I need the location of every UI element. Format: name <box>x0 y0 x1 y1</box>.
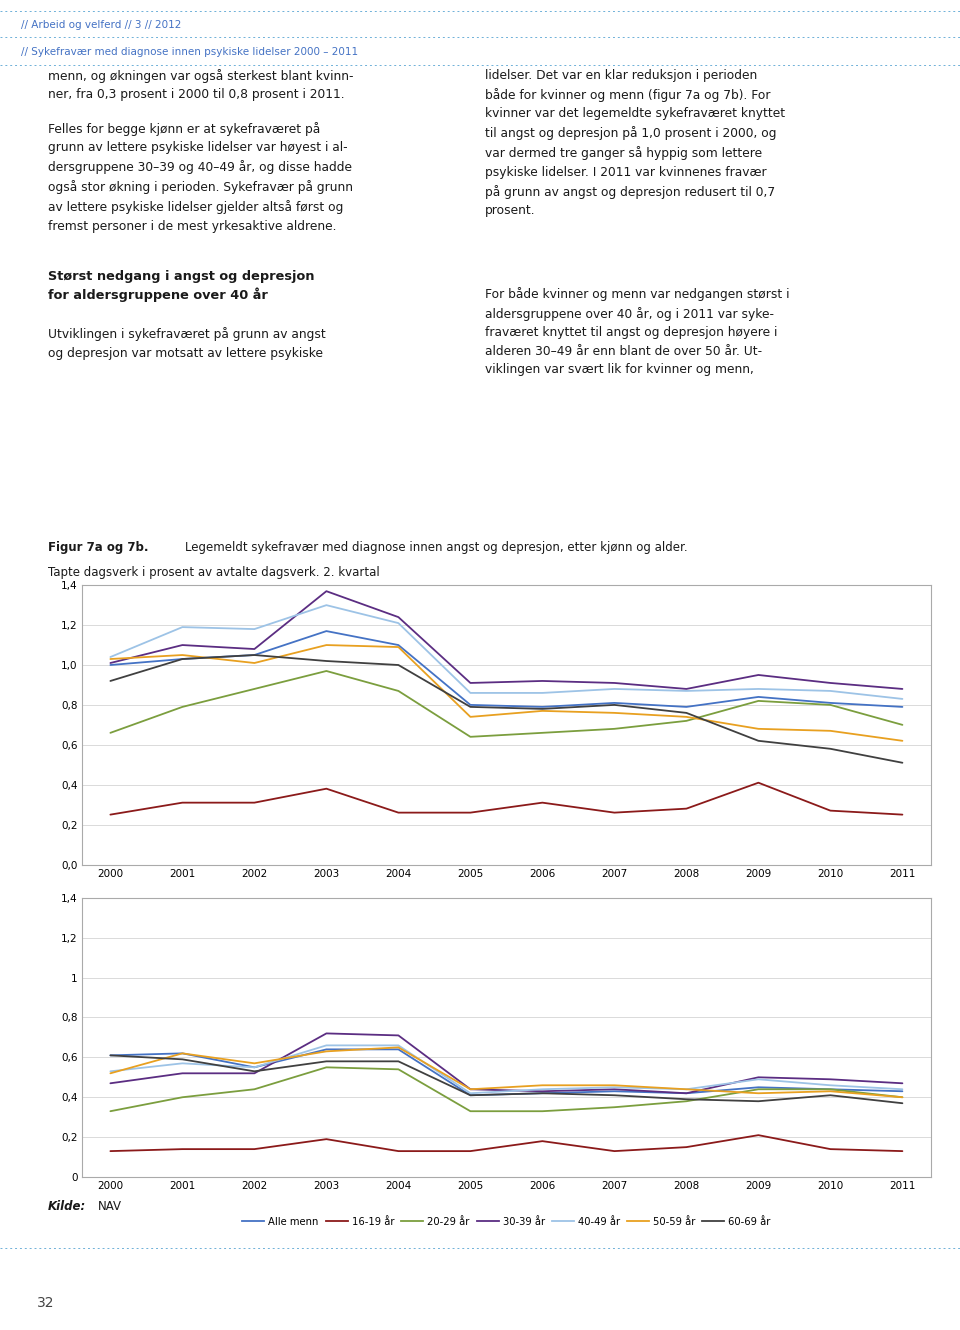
Text: NAV: NAV <box>98 1200 122 1213</box>
Text: Utviklingen i sykefraværet på grunn av angst
og depresjon var motsatt av lettere: Utviklingen i sykefraværet på grunn av a… <box>48 327 325 360</box>
Text: menn, og økningen var også sterkest blant kvinn-
ner, fra 0,3 prosent i 2000 til: menn, og økningen var også sterkest blan… <box>48 69 353 101</box>
Text: Legemeldt sykefravær med diagnose innen angst og depresjon, etter kjønn og alder: Legemeldt sykefravær med diagnose innen … <box>184 541 687 555</box>
Text: Felles for begge kjønn er at sykefraværet på
grunn av lettere psykiske lidelser : Felles for begge kjønn er at sykefravære… <box>48 121 353 233</box>
Text: Tapte dagsverk i prosent av avtalte dagsverk. 2. kvartal: Tapte dagsverk i prosent av avtalte dags… <box>48 565 380 579</box>
Text: lidelser. Det var en klar reduksjon i perioden
både for kvinner og menn (figur 7: lidelser. Det var en klar reduksjon i pe… <box>485 69 785 217</box>
Text: Figur 7a og 7b.: Figur 7a og 7b. <box>48 541 149 555</box>
Text: Størst nedgang i angst og depresjon
for aldersgruppene over 40 år: Størst nedgang i angst og depresjon for … <box>48 270 315 302</box>
Text: // Sykefravær med diagnose innen psykiske lidelser 2000 – 2011: // Sykefravær med diagnose innen psykisk… <box>21 47 358 57</box>
Text: // Arbeid og velferd // 3 // 2012: // Arbeid og velferd // 3 // 2012 <box>21 20 181 31</box>
Legend: Alle kvinner, 16-19 år, 20-29 år, 30-39 år, 40-49 år, 50-59 år, 60-69 år: Alle kvinner, 16-19 år, 20-29 år, 30-39 … <box>234 900 779 918</box>
Text: For både kvinner og menn var nedgangen størst i
aldersgruppene over 40 år, og i : For både kvinner og menn var nedgangen s… <box>485 287 789 376</box>
Text: Kilde:: Kilde: <box>48 1200 86 1213</box>
Text: 32: 32 <box>36 1295 54 1310</box>
Legend: Alle menn, 16-19 år, 20-29 år, 30-39 år, 40-49 år, 50-59 år, 60-69 år: Alle menn, 16-19 år, 20-29 år, 30-39 år,… <box>238 1213 775 1230</box>
